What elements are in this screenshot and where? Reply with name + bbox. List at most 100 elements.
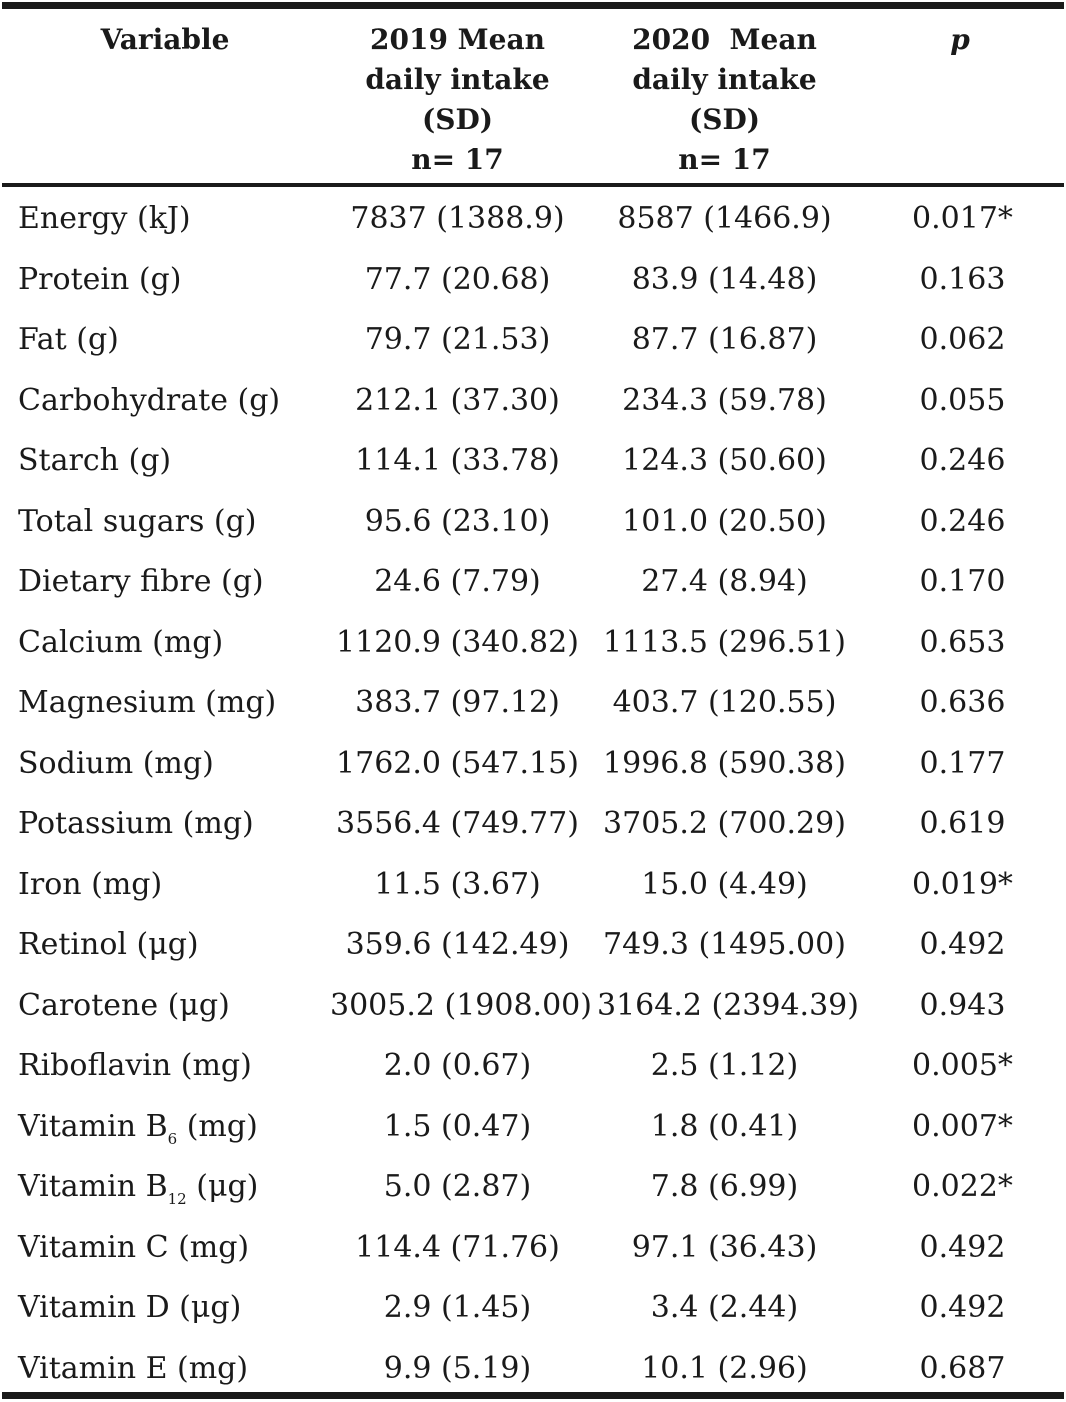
- cell-variable-unit: (mg): [177, 1108, 258, 1144]
- cell-p-value: 0.619: [919, 806, 1006, 841]
- header-2020-line1: 2020 Mean: [632, 23, 817, 56]
- cell-p-value: 0.163: [919, 261, 1006, 297]
- cell-2020-value: 10.1 (2.96): [641, 1350, 808, 1386]
- cell-p-value: 0.022*: [912, 1169, 1013, 1204]
- table-row: Starch (g) 114.1 (33.78) 124.3 (50.60) 0.24…: [0, 431, 1066, 492]
- cell-2020-value: 749.3 (1495.00): [603, 927, 846, 962]
- table-row: Energy (kJ) 7837 (1388.9) 8587 (1466.9) 0.0…: [0, 189, 1066, 250]
- cell-2020-value: 2.5 (1.12): [650, 1048, 799, 1083]
- table-row: Vitamin B12 (μg) 5.0 (2.87) 7.8 (6.99) 0.02…: [0, 1157, 1066, 1218]
- table-row: Potassium (mg) 3556.4 (749.77) 3705.2 (700…: [0, 794, 1066, 855]
- table-row: Carotene (μg) 3005.2 (1908.00) 3164.2 (239…: [0, 976, 1066, 1037]
- cell-variable: Carbohydrate (g): [18, 382, 281, 418]
- cell-2019-value: 5.0 (2.87): [383, 1169, 532, 1204]
- cell-variable: Magnesium (mg): [18, 685, 277, 720]
- cell-2019-value: 3556.4 (749.77): [336, 806, 579, 841]
- cell-2019-value: 77.7 (20.68): [364, 261, 551, 297]
- header-2020: 2020 Mean daily intake (SD) n= 17: [597, 20, 852, 180]
- cell-2020-value: 7.8 (6.99): [650, 1169, 799, 1204]
- cell-2020-value: 87.7 (16.87): [631, 322, 818, 357]
- cell-2019-value: 7837 (1388.9): [350, 201, 565, 236]
- header-2019-line3: (SD): [422, 103, 493, 136]
- cell-variable: Vitamin D (μg): [18, 1290, 242, 1325]
- cell-2019-value: 3005.2 (1908.00): [330, 987, 592, 1023]
- table-row: Vitamin E (mg) 9.9 (5.19) 10.1 (2.96) 0.687: [0, 1339, 1066, 1400]
- cell-2020-value: 124.3 (50.60): [622, 443, 827, 478]
- cell-variable-text: Vitamin B: [18, 1169, 168, 1204]
- cell-variable: Calcium (mg): [18, 624, 224, 660]
- cell-variable: Iron (mg): [18, 866, 163, 902]
- cell-variable: Vitamin B12 (μg): [18, 1157, 258, 1217]
- cell-2020-value: 101.0 (20.50): [622, 503, 827, 539]
- cell-2019-value: 11.5 (3.67): [374, 866, 541, 902]
- cell-variable-subscript: 12: [167, 1190, 187, 1208]
- header-2019: 2019 Mean daily intake (SD) n= 17: [330, 20, 585, 180]
- cell-variable: Total sugars (g): [18, 503, 257, 539]
- header-2019-line4: n= 17: [411, 143, 504, 176]
- cell-p-value: 0.492: [919, 1229, 1006, 1265]
- cell-variable-subscript: 6: [167, 1129, 178, 1148]
- cell-2020-value: 97.1 (36.43): [631, 1229, 818, 1265]
- cell-2019-value: 383.7 (97.12): [355, 685, 560, 720]
- cell-2019-value: 24.6 (7.79): [374, 564, 541, 599]
- cell-2020-value: 83.9 (14.48): [631, 261, 818, 297]
- cell-p-value: 0.246: [919, 503, 1006, 539]
- cell-variable: Protein (g): [18, 261, 182, 297]
- table-row: Iron (mg) 11.5 (3.67) 15.0 (4.49) 0.019*: [0, 855, 1066, 916]
- table-row: Vitamin D (μg) 2.9 (1.45) 3.4 (2.44) 0.492: [0, 1278, 1066, 1339]
- cell-p-value: 0.019*: [912, 866, 1013, 902]
- cell-p-value: 0.687: [919, 1350, 1006, 1386]
- table-row: Vitamin C (mg) 114.4 (71.76) 97.1 (36.43) 0…: [0, 1218, 1066, 1279]
- table-row: Retinol (μg) 359.6 (142.49) 749.3 (1495.00…: [0, 915, 1066, 976]
- cell-p-value: 0.177: [919, 745, 1006, 781]
- cell-variable: Vitamin C (mg): [18, 1229, 250, 1265]
- header-variable-label: Variable: [100, 23, 230, 56]
- table-row: Fat (g) 79.7 (21.53) 87.7 (16.87) 0.062: [0, 310, 1066, 371]
- table-row: Calcium (mg) 1120.9 (340.82) 1113.5 (296.5…: [0, 613, 1066, 674]
- cell-2020-value: 3164.2 (2394.39): [597, 987, 859, 1023]
- cell-2020-value: 8587 (1466.9): [617, 201, 832, 236]
- table-row: Magnesium (mg) 383.7 (97.12) 403.7 (120.55…: [0, 673, 1066, 734]
- table-row: Carbohydrate (g) 212.1 (37.30) 234.3 (59.7…: [0, 371, 1066, 432]
- table-row: Sodium (mg) 1762.0 (547.15) 1996.8 (590.38…: [0, 734, 1066, 795]
- table-row: Protein (g) 77.7 (20.68) 83.9 (14.48) 0.163: [0, 250, 1066, 311]
- table-row: Dietary fibre (g) 24.6 (7.79) 27.4 (8.94) 0…: [0, 552, 1066, 613]
- header-2020-line4: n= 17: [678, 143, 771, 176]
- cell-p-value: 0.653: [919, 624, 1006, 660]
- cell-p-value: 0.007*: [912, 1108, 1013, 1144]
- cell-2020-value: 1996.8 (590.38): [603, 745, 846, 781]
- cell-variable: Fat (g): [18, 322, 119, 357]
- table-top-rule: [2, 2, 1064, 9]
- cell-p-value: 0.492: [919, 927, 1006, 962]
- cell-variable: Potassium (mg): [18, 806, 254, 841]
- table-bottom-rule: [2, 1392, 1064, 1399]
- cell-2019-value: 114.4 (71.76): [355, 1229, 560, 1265]
- cell-variable: Riboflavin (mg): [18, 1048, 252, 1083]
- cell-variable: Dietary fibre (g): [18, 564, 264, 599]
- cell-2019-value: 9.9 (5.19): [383, 1350, 532, 1386]
- cell-p-value: 0.246: [919, 443, 1006, 478]
- cell-2019-value: 2.9 (1.45): [383, 1290, 532, 1325]
- cell-p-value: 0.055: [919, 382, 1006, 418]
- header-2020-line3: (SD): [689, 103, 760, 136]
- cell-2020-value: 1113.5 (296.51): [603, 624, 846, 660]
- cell-variable: Starch (g): [18, 443, 172, 478]
- header-p: p: [900, 20, 1020, 60]
- cell-2019-value: 95.6 (23.10): [364, 503, 551, 539]
- cell-2020-value: 1.8 (0.41): [650, 1108, 799, 1144]
- cell-2019-value: 359.6 (142.49): [345, 927, 570, 962]
- cell-p-value: 0.017*: [912, 201, 1013, 236]
- cell-variable: Vitamin E (mg): [18, 1350, 249, 1386]
- cell-p-value: 0.170: [919, 564, 1006, 599]
- cell-p-value: 0.943: [919, 987, 1006, 1023]
- cell-2020-value: 3.4 (2.44): [650, 1290, 799, 1325]
- table-header: Variable 2019 Mean daily intake (SD) n= …: [0, 20, 1066, 180]
- cell-2019-value: 114.1 (33.78): [355, 443, 560, 478]
- cell-2019-value: 1.5 (0.47): [383, 1108, 532, 1144]
- cell-2020-value: 27.4 (8.94): [641, 564, 808, 599]
- cell-variable-text: Vitamin B: [18, 1108, 168, 1144]
- header-2020-line2: daily intake: [632, 63, 817, 96]
- table-header-rule: [2, 183, 1064, 187]
- header-2019-line2: daily intake: [365, 63, 550, 96]
- cell-variable: Energy (kJ): [18, 201, 191, 236]
